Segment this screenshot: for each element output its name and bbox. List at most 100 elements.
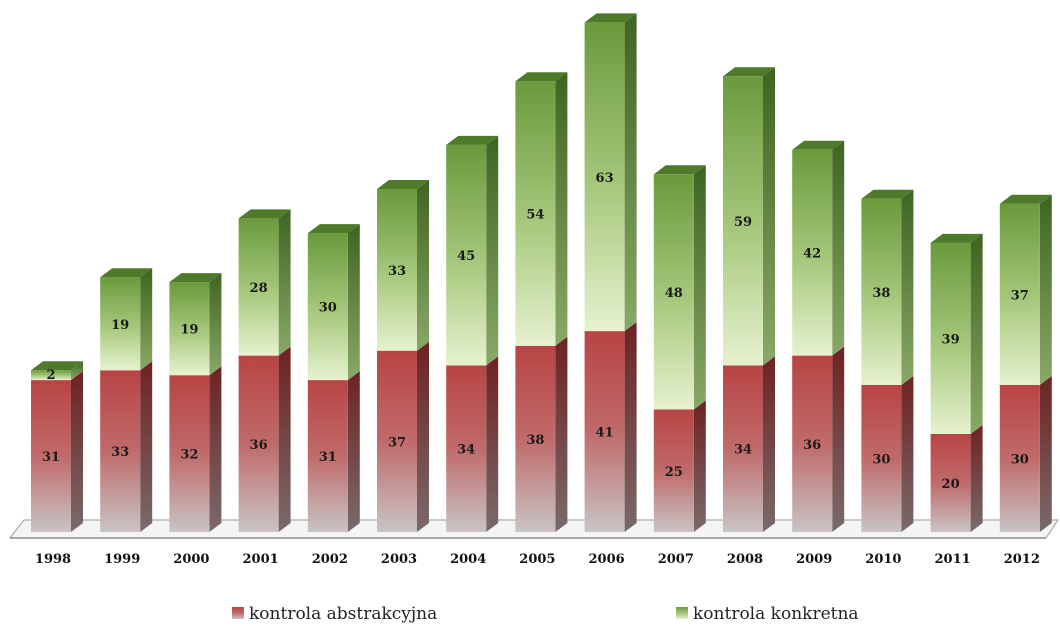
bar-abstrakcyjna-2003 bbox=[377, 341, 429, 532]
bar-konkretna-2008-side bbox=[763, 67, 775, 366]
bar-abstrakcyjna-2010-side bbox=[901, 376, 914, 532]
bar-abstrakcyjna-2005-side bbox=[555, 336, 568, 532]
bar-abstrakcyjna-2006-side bbox=[624, 322, 637, 532]
legend-swatch-konkretna bbox=[676, 607, 688, 619]
bar-konkretna-2008-front bbox=[723, 76, 763, 366]
x-tick-label-2004: 2004 bbox=[450, 552, 486, 567]
x-tick-label-2011: 2011 bbox=[935, 552, 971, 567]
value-label-abstrakcyjna-2010: 30 bbox=[872, 453, 890, 468]
value-label-abstrakcyjna-2009: 36 bbox=[803, 438, 821, 453]
bar-konkretna-2010-front bbox=[861, 198, 902, 385]
bar-konkretna-2004-side bbox=[486, 135, 499, 366]
bar-konkretna-1998 bbox=[31, 361, 83, 381]
bar-konkretna-2005-side bbox=[555, 72, 568, 346]
bar-abstrakcyjna-2000-front bbox=[169, 375, 210, 532]
bar-konkretna-2000 bbox=[169, 273, 222, 376]
bar-konkretna-1999 bbox=[100, 268, 153, 371]
bar-konkretna-2012-front bbox=[999, 203, 1040, 385]
bar-konkretna-2004 bbox=[446, 135, 499, 366]
bar-konkretna-1999-side bbox=[140, 268, 153, 371]
value-label-konkretna-2007: 48 bbox=[665, 286, 683, 301]
legend-label-konkretna: kontrola konkretna bbox=[693, 604, 859, 624]
bar-konkretna-2000-top bbox=[169, 273, 222, 283]
value-label-abstrakcyjna-1999: 33 bbox=[111, 445, 129, 460]
bar-konkretna-1998-side bbox=[71, 361, 83, 381]
bar-abstrakcyjna-2002 bbox=[307, 371, 360, 532]
bar-abstrakcyjna-2004 bbox=[446, 356, 499, 532]
bar-abstrakcyjna-2003-side bbox=[417, 341, 429, 532]
bar-konkretna-2007-side bbox=[693, 165, 706, 410]
bar-abstrakcyjna-2008-side bbox=[763, 356, 775, 532]
x-tick-label-2003: 2003 bbox=[381, 552, 417, 567]
bar-abstrakcyjna-2005-front bbox=[515, 345, 556, 532]
bar-konkretna-2011 bbox=[930, 233, 983, 434]
bar-abstrakcyjna-2011-front bbox=[930, 434, 971, 532]
bar-abstrakcyjna-2009 bbox=[792, 346, 845, 532]
bar-konkretna-2003-side bbox=[417, 180, 429, 351]
value-label-konkretna-2012: 37 bbox=[1011, 288, 1029, 303]
bar-abstrakcyjna-1998-side bbox=[71, 371, 83, 532]
value-label-abstrakcyjna-2000: 32 bbox=[180, 448, 198, 463]
value-label-konkretna-1999: 19 bbox=[111, 318, 129, 333]
value-label-abstrakcyjna-2007: 25 bbox=[665, 465, 683, 480]
bar-konkretna-2010-side bbox=[901, 189, 914, 385]
bar-konkretna-2009-top bbox=[792, 140, 845, 150]
bar-konkretna-2008-top bbox=[723, 67, 775, 77]
bar-konkretna-2012-side bbox=[1039, 194, 1052, 385]
bar-abstrakcyjna-2000 bbox=[169, 366, 222, 532]
value-label-abstrakcyjna-2008: 34 bbox=[734, 443, 752, 458]
x-tick-label-2009: 2009 bbox=[796, 552, 832, 567]
bar-abstrakcyjna-2007-side bbox=[693, 400, 706, 532]
bar-konkretna-2001-top bbox=[238, 209, 291, 219]
bar-abstrakcyjna-2001 bbox=[238, 346, 291, 532]
bar-konkretna-2006-front bbox=[584, 22, 625, 332]
bar-abstrakcyjna-2006 bbox=[584, 322, 637, 532]
bar-abstrakcyjna-2009-front bbox=[792, 355, 833, 532]
legend-label-abstrakcyjna: kontrola abstrakcyjna bbox=[249, 604, 437, 624]
x-tick-label-2002: 2002 bbox=[312, 552, 348, 567]
bar-abstrakcyjna-2006-front bbox=[584, 331, 625, 532]
bar-konkretna-2007 bbox=[653, 165, 706, 410]
value-label-abstrakcyjna-1998: 31 bbox=[42, 450, 60, 465]
bar-konkretna-2000-front bbox=[169, 282, 210, 376]
bar-konkretna-1999-top bbox=[100, 268, 153, 278]
bar-konkretna-1999-front bbox=[100, 277, 141, 371]
bar-konkretna-2012-top bbox=[999, 194, 1052, 204]
bar-konkretna-2011-front bbox=[930, 242, 971, 434]
bar-konkretna-2004-front bbox=[446, 144, 487, 366]
bar-konkretna-2006-top bbox=[584, 13, 637, 23]
bar-konkretna-2002-top bbox=[307, 224, 360, 234]
bar-abstrakcyjna-2004-front bbox=[446, 365, 487, 532]
bar-abstrakcyjna-2008-front bbox=[723, 365, 763, 532]
bar-konkretna-2008 bbox=[723, 67, 775, 366]
legend-swatch-abstrakcyjna bbox=[232, 607, 244, 619]
bar-konkretna-2000-side bbox=[209, 273, 222, 376]
value-label-konkretna-1998: 2 bbox=[46, 368, 55, 383]
x-tick-labels-group: 1998 1999 2000 2001 2002 2003 2004 2005 2006 2007… bbox=[35, 552, 1040, 567]
x-tick-label-2005: 2005 bbox=[519, 552, 555, 567]
bar-konkretna-2005-front bbox=[515, 81, 556, 346]
bar-abstrakcyjna-2011-side bbox=[970, 425, 983, 532]
value-label-konkretna-2010: 38 bbox=[872, 286, 890, 301]
value-label-konkretna-2002: 30 bbox=[319, 301, 337, 316]
legend: kontrola abstrakcyjna kontrola konkretna bbox=[232, 604, 859, 624]
value-label-abstrakcyjna-2005: 38 bbox=[526, 433, 544, 448]
bar-konkretna-1998-top bbox=[31, 361, 83, 371]
bar-konkretna-2002-front bbox=[307, 233, 348, 381]
bar-konkretna-2010-top bbox=[861, 189, 914, 199]
x-tick-label-2010: 2010 bbox=[865, 552, 901, 567]
bar-konkretna-2001 bbox=[238, 209, 291, 356]
data-labels-group: 31 2 33 19 32 19 36 28 31 30 37 33 34 45 38 54 41 63 25 48 3… bbox=[42, 171, 1029, 492]
value-label-konkretna-2001: 28 bbox=[250, 281, 268, 296]
bar-konkretna-2004-top bbox=[446, 135, 499, 145]
value-label-konkretna-2000: 19 bbox=[180, 323, 198, 338]
bar-abstrakcyjna-1998 bbox=[31, 371, 83, 532]
x-tick-label-2008: 2008 bbox=[727, 552, 763, 567]
x-tick-label-2001: 2001 bbox=[243, 552, 279, 567]
bar-konkretna-2001-side bbox=[278, 209, 291, 356]
bar-konkretna-2003-top bbox=[377, 180, 429, 189]
x-tick-label-2012: 2012 bbox=[1004, 552, 1040, 567]
bar-konkretna-2002-side bbox=[347, 224, 360, 381]
bar-konkretna-2006 bbox=[584, 13, 637, 332]
